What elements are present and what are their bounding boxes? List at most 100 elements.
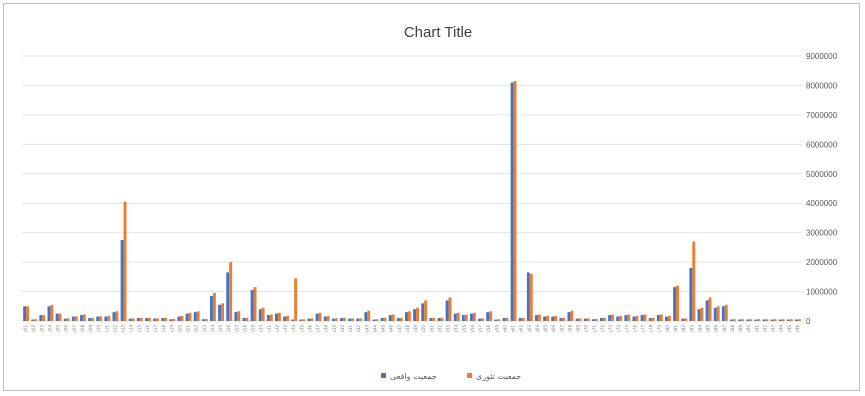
y-tick-label-4: 4000000 (806, 199, 838, 208)
bar-actual-77 (640, 315, 644, 321)
bar-theoretical-28 (245, 317, 249, 321)
bar-theoretical-1 (26, 306, 29, 321)
category-label-84: c84 (697, 325, 702, 333)
category-label-46: c46 (389, 325, 394, 333)
category-label-78: c78 (649, 325, 654, 333)
category-label-94: c94 (779, 325, 784, 333)
category-label-23: c23 (202, 325, 207, 333)
bar-theoretical-48 (407, 311, 411, 321)
category-label-81: c81 (673, 325, 678, 333)
bar-theoretical-71 (594, 318, 598, 321)
bar-theoretical-55 (464, 314, 468, 321)
bar-actual-41 (348, 318, 352, 321)
bar-theoretical-10 (99, 316, 103, 321)
category-label-26: c26 (226, 325, 231, 333)
bar-actual-51 (429, 318, 433, 321)
category-label-24: c24 (210, 325, 215, 333)
bar-actual-12 (112, 312, 116, 321)
bar-actual-69 (575, 318, 579, 321)
category-label-96: c96 (795, 325, 800, 333)
y-tick-label-2: 2000000 (806, 258, 838, 267)
bar-theoretical-5 (58, 313, 62, 321)
legend-swatch-1 (381, 373, 386, 378)
bar-theoretical-82 (684, 318, 688, 321)
bar-theoretical-27 (237, 311, 241, 321)
bar-theoretical-94 (781, 319, 785, 321)
bar-theoretical-42 (359, 318, 363, 321)
bar-actual-56 (470, 313, 473, 321)
bar-theoretical-26 (229, 262, 233, 321)
bar-theoretical-56 (472, 312, 476, 321)
category-label-57: c57 (478, 325, 483, 333)
category-label-36: c36 (307, 325, 312, 333)
bar-theoretical-46 (391, 314, 395, 321)
bar-actual-28 (242, 318, 246, 321)
bar-actual-3 (39, 315, 43, 321)
bar-theoretical-51 (432, 317, 436, 321)
bar-theoretical-45 (383, 317, 387, 321)
category-label-14: c14 (129, 325, 134, 333)
bar-actual-67 (559, 318, 563, 321)
bar-actual-45 (380, 318, 384, 321)
category-label-87: c87 (722, 325, 727, 333)
category-label-53: c53 (446, 325, 451, 333)
category-label-69: c69 (576, 325, 581, 333)
bar-actual-49 (413, 309, 417, 321)
bar-theoretical-70 (586, 318, 590, 321)
bar-actual-22 (193, 312, 197, 321)
bar-theoretical-86 (716, 306, 720, 321)
bar-actual-75 (624, 315, 628, 321)
bar-theoretical-54 (456, 312, 460, 321)
bar-actual-60 (502, 318, 506, 321)
category-label-39: c39 (332, 325, 337, 333)
bar-theoretical-87 (724, 304, 728, 321)
category-label-44: c44 (372, 325, 377, 333)
bar-theoretical-78 (651, 317, 655, 321)
legend: جمعیت واقعی جمعیت تئوری (381, 372, 521, 381)
bar-actual-89 (738, 319, 742, 321)
bar-theoretical-12 (115, 311, 119, 321)
category-label-86: c86 (714, 325, 719, 333)
bar-theoretical-49 (416, 307, 419, 321)
bar-actual-14 (128, 318, 132, 321)
category-label-55: c55 (462, 325, 467, 333)
bar-actual-72 (600, 318, 603, 321)
bar-actual-73 (608, 315, 612, 321)
bar-theoretical-25 (221, 303, 224, 321)
bar-theoretical-53 (448, 297, 452, 321)
bar-actual-55 (461, 315, 465, 321)
bar-theoretical-13 (123, 201, 127, 321)
bar-actual-83 (689, 268, 693, 321)
bar-actual-58 (486, 312, 490, 321)
bar-theoretical-37 (318, 312, 322, 321)
bar-theoretical-68 (570, 310, 574, 321)
bar-actual-82 (681, 318, 685, 321)
bar-theoretical-76 (635, 315, 639, 321)
bar-actual-8 (80, 315, 83, 321)
category-label-45: c45 (381, 325, 386, 333)
bar-actual-37 (315, 313, 319, 321)
bar-theoretical-9 (91, 317, 94, 321)
bar-actual-61 (510, 82, 514, 321)
bar-actual-21 (185, 313, 189, 321)
category-label-12: c12 (112, 325, 117, 333)
category-label-89: c89 (738, 325, 743, 333)
category-label-79: c79 (657, 325, 662, 333)
bar-theoretical-72 (602, 317, 606, 321)
category-label-20: c20 (177, 325, 182, 333)
bar-theoretical-74 (619, 315, 623, 321)
bar-actual-43 (364, 312, 368, 321)
bar-actual-35 (299, 319, 303, 321)
category-label-15: c15 (137, 325, 142, 333)
category-label-37: c37 (316, 325, 321, 333)
bar-actual-29 (250, 290, 254, 321)
category-label-65: c65 (543, 325, 548, 333)
bar-theoretical-3 (42, 315, 46, 321)
bar-actual-53 (445, 300, 449, 321)
category-label-48: c48 (405, 325, 410, 333)
bar-theoretical-19 (172, 318, 176, 321)
bar-actual-48 (405, 312, 408, 321)
bar-actual-46 (388, 315, 392, 321)
y-tick-label-0: 0 (806, 317, 811, 326)
category-label-22: c22 (194, 325, 199, 333)
